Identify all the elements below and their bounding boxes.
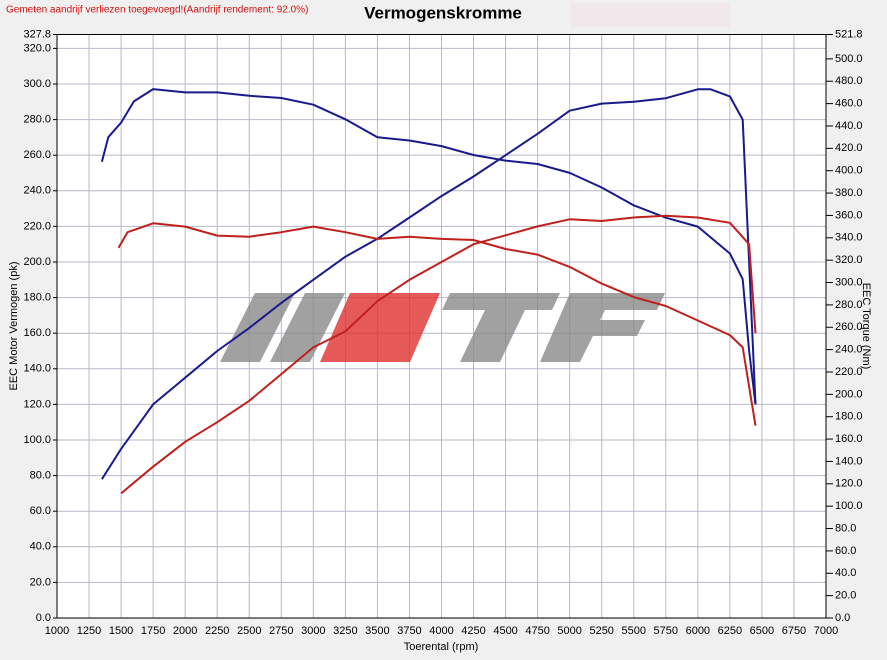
series-line bbox=[101, 88, 757, 480]
y2-tick-label: 380.0 bbox=[835, 187, 863, 199]
y2-tick-label: 480.0 bbox=[835, 75, 863, 87]
logo-shape bbox=[442, 293, 560, 362]
x-tick-label: 3500 bbox=[365, 625, 389, 637]
y2-tick-label: 200.0 bbox=[835, 388, 863, 400]
y2-tick-label: 360.0 bbox=[835, 209, 863, 221]
y-tick-label: 200.0 bbox=[23, 256, 51, 268]
y2-axis-label: EEC Torque (Nm) bbox=[860, 283, 872, 370]
y2-tick-label: 40.0 bbox=[835, 567, 856, 579]
y-tick-label: 160.0 bbox=[23, 327, 51, 339]
y2-tick-label: 220.0 bbox=[835, 366, 863, 378]
y-tick-label: 80.0 bbox=[30, 470, 51, 482]
y2-tick-label: 0.0 bbox=[835, 612, 850, 624]
lines bbox=[100, 88, 757, 495]
logo-shape bbox=[320, 293, 440, 362]
y-tick-label: 300.0 bbox=[23, 78, 51, 90]
x-tick-label: 1750 bbox=[141, 625, 165, 637]
y-tick-label: 327.8 bbox=[23, 28, 51, 40]
y2-tick-label: 460.0 bbox=[835, 98, 863, 110]
x-tick-label: 1250 bbox=[77, 625, 101, 637]
y2-tick-label: 60.0 bbox=[835, 545, 856, 557]
y-tick-label: 260.0 bbox=[23, 149, 51, 161]
y-tick-label: 100.0 bbox=[23, 434, 51, 446]
x-tick-label: 5750 bbox=[654, 625, 678, 637]
x-tick-label: 1500 bbox=[109, 625, 133, 637]
y-tick-label: 0.0 bbox=[36, 612, 51, 624]
y2-tick-label: 340.0 bbox=[835, 232, 863, 244]
x-tick-label: 7000 bbox=[814, 625, 838, 637]
x-tick-label: 4500 bbox=[493, 625, 517, 637]
logo-shape bbox=[540, 293, 665, 362]
y-tick-label: 120.0 bbox=[23, 398, 51, 410]
note: Gemeten aandrijf verliezen toegevoegd!(A… bbox=[6, 5, 308, 16]
y2-tick-label: 420.0 bbox=[835, 142, 863, 154]
logo-shape bbox=[270, 293, 345, 362]
series-line bbox=[117, 222, 757, 426]
series-line bbox=[100, 88, 757, 405]
x-tick-label: 2750 bbox=[269, 625, 293, 637]
header-box bbox=[570, 3, 730, 27]
x-tick-label: 5500 bbox=[622, 625, 646, 637]
x-tick-label: 2250 bbox=[205, 625, 229, 637]
y-tick-label: 140.0 bbox=[23, 363, 51, 375]
y2-tick-label: 80.0 bbox=[835, 522, 856, 534]
chart-title: Vermogenskromme bbox=[364, 3, 522, 22]
y-tick-label: 60.0 bbox=[30, 505, 51, 517]
y2-tick-label: 500.0 bbox=[835, 53, 863, 65]
y2-tick-label: 260.0 bbox=[835, 321, 863, 333]
y2-tick-label: 140.0 bbox=[835, 455, 863, 467]
y2-tick-label: 440.0 bbox=[835, 120, 863, 132]
y-tick-label: 280.0 bbox=[23, 113, 51, 125]
x-tick-label: 1000 bbox=[45, 625, 69, 637]
x-tick-label: 6500 bbox=[750, 625, 774, 637]
y2-tick-label: 400.0 bbox=[835, 165, 863, 177]
x-tick-label: 3250 bbox=[333, 625, 357, 637]
y2-tick-label: 521.8 bbox=[835, 28, 863, 40]
y-tick-label: 320.0 bbox=[23, 42, 51, 54]
x-tick-label: 6750 bbox=[782, 625, 806, 637]
y2-tick-label: 300.0 bbox=[835, 276, 863, 288]
x-axis-label: Toerental (rpm) bbox=[404, 641, 479, 653]
x-tick-label: 4000 bbox=[429, 625, 453, 637]
x-tick-label: 3000 bbox=[301, 625, 325, 637]
series-line bbox=[120, 214, 757, 495]
y2-tick-label: 20.0 bbox=[835, 590, 856, 602]
y2-tick-label: 240.0 bbox=[835, 344, 863, 356]
y2-tick-label: 120.0 bbox=[835, 478, 863, 490]
y-tick-label: 20.0 bbox=[30, 576, 51, 588]
x-tick-label: 2000 bbox=[173, 625, 197, 637]
watermark bbox=[220, 293, 665, 362]
y-tick-label: 220.0 bbox=[23, 220, 51, 232]
x-tick-label: 4250 bbox=[461, 625, 485, 637]
plot-border bbox=[56, 34, 827, 619]
logo-shape bbox=[220, 293, 295, 362]
y-tick-label: 180.0 bbox=[23, 291, 51, 303]
x-tick-label: 5250 bbox=[589, 625, 613, 637]
y2-tick-label: 280.0 bbox=[835, 299, 863, 311]
y-axis-label: EEC Motor Vermogen (pk) bbox=[8, 262, 20, 391]
y2-tick-label: 320.0 bbox=[835, 254, 863, 266]
y2-tick-label: 100.0 bbox=[835, 500, 863, 512]
x-tick-label: 3750 bbox=[397, 625, 421, 637]
x-tick-label: 2500 bbox=[237, 625, 261, 637]
y-tick-label: 40.0 bbox=[30, 541, 51, 553]
y-tick-label: 240.0 bbox=[23, 185, 51, 197]
x-tick-label: 4750 bbox=[525, 625, 549, 637]
x-tick-label: 5000 bbox=[557, 625, 581, 637]
x-tick-label: 6250 bbox=[718, 625, 742, 637]
y2-tick-label: 160.0 bbox=[835, 433, 863, 445]
x-tick-label: 6000 bbox=[686, 625, 710, 637]
y2-tick-label: 180.0 bbox=[835, 411, 863, 423]
